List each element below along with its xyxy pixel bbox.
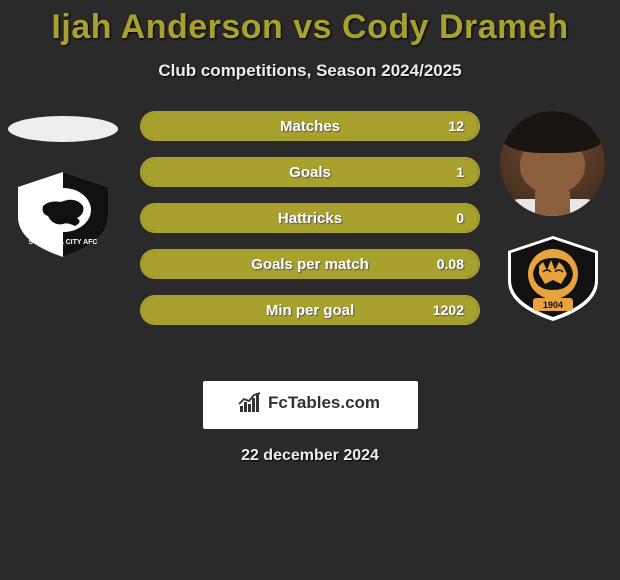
stat-label: Matches	[142, 113, 478, 140]
stat-label: Goals per match	[142, 251, 478, 278]
svg-text:SWANSEA CITY AFC: SWANSEA CITY AFC	[28, 239, 97, 246]
stat-right-value: 0.08	[437, 251, 464, 278]
stats-list: Matches 12 Goals 1 Hattricks 0 Goals per…	[140, 111, 480, 325]
stat-label: Min per goal	[142, 297, 478, 324]
stat-right-value: 1202	[433, 297, 464, 324]
stat-right-value: 0	[456, 205, 464, 232]
player-avatar-right	[500, 111, 605, 216]
comparison-card: Ijah Anderson vs Cody Drameh Club compet…	[0, 0, 620, 465]
date-label: 22 december 2024	[0, 447, 620, 465]
stat-row-goals-per-match: Goals per match 0.08	[140, 249, 480, 279]
subtitle: Club competitions, Season 2024/2025	[0, 61, 620, 81]
left-player-column: SWANSEA CITY AFC	[0, 111, 125, 257]
svg-text:1904: 1904	[542, 300, 562, 310]
stat-right-value: 1	[456, 159, 464, 186]
page-title: Ijah Anderson vs Cody Drameh	[0, 8, 620, 47]
fctables-label: FcTables.com	[268, 393, 380, 413]
stat-label: Hattricks	[142, 205, 478, 232]
chart-bars-icon	[240, 394, 262, 412]
stat-row-min-per-goal: Min per goal 1202	[140, 295, 480, 325]
team-badge-swansea: SWANSEA CITY AFC	[13, 172, 113, 257]
stat-row-goals: Goals 1	[140, 157, 480, 187]
stat-right-value: 12	[448, 113, 464, 140]
main-area: SWANSEA CITY AFC 190	[0, 111, 620, 371]
fctables-attribution[interactable]: FcTables.com	[203, 381, 418, 429]
right-player-column: 1904	[500, 111, 605, 321]
team-badge-hull: 1904	[503, 236, 603, 321]
stat-row-hattricks: Hattricks 0	[140, 203, 480, 233]
player-avatar-left	[8, 116, 118, 142]
stat-row-matches: Matches 12	[140, 111, 480, 141]
stat-label: Goals	[142, 159, 478, 186]
